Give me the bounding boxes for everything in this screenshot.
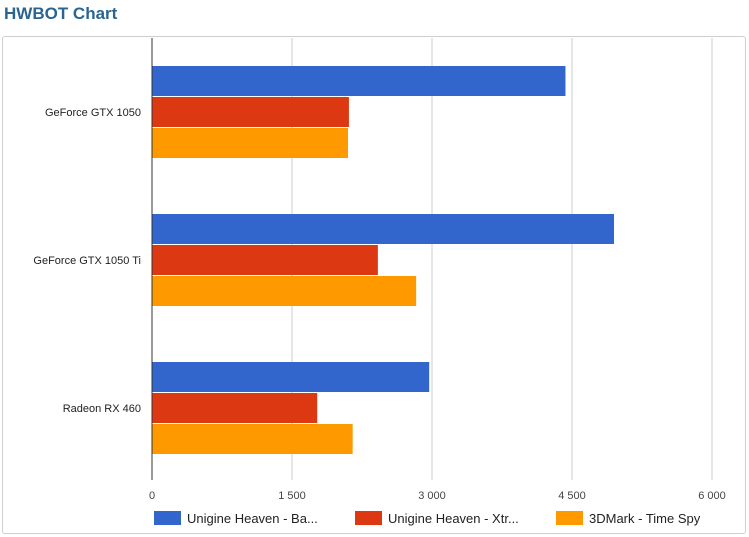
category-label: Radeon RX 460: [63, 403, 141, 415]
bar: [152, 362, 430, 392]
bar: [152, 393, 318, 423]
legend-label: 3DMark - Time Spy: [589, 511, 701, 526]
legend-swatch: [556, 511, 583, 525]
x-tick-label: 1 500: [278, 490, 306, 502]
page-title: HWBOT Chart: [4, 4, 118, 23]
category-label: GeForce GTX 1050 Ti: [33, 255, 141, 267]
legend-swatch: [355, 511, 382, 525]
bar: [152, 128, 348, 158]
labels: 0 1 500 3 000 4 500 6 000 GeForce GTX 1050 GeF…: [33, 107, 725, 502]
bar: [152, 245, 378, 275]
category-label: GeForce GTX 1050: [45, 107, 141, 119]
legend: Unigine Heaven - Ba... Unigine Heaven - X…: [154, 511, 701, 526]
bar: [152, 424, 353, 454]
bar: [152, 97, 349, 127]
x-tick-label: 3 000: [418, 490, 446, 502]
legend-label: Unigine Heaven - Ba...: [187, 511, 318, 526]
bar: [152, 276, 417, 306]
x-tick-label: 4 500: [558, 490, 586, 502]
x-tick-label: 0: [149, 490, 155, 502]
bars: [152, 66, 614, 454]
legend-swatch: [154, 511, 181, 525]
bar: [152, 214, 614, 244]
bar: [152, 66, 566, 96]
legend-label: Unigine Heaven - Xtr...: [388, 511, 519, 526]
x-tick-label: 6 000: [698, 490, 726, 502]
